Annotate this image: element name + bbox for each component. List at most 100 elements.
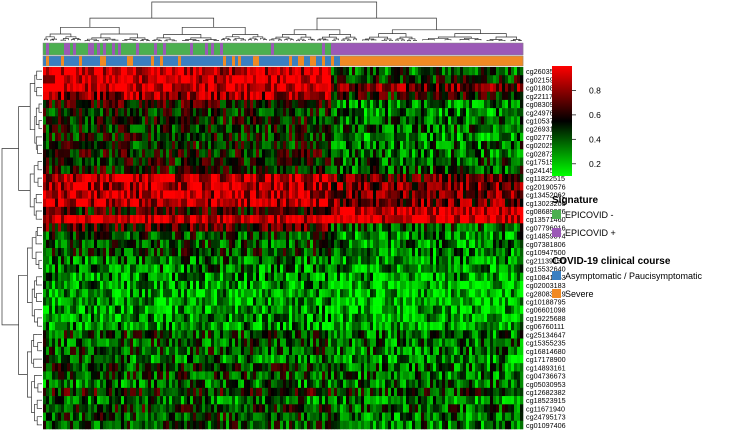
heatmap-cell [268, 108, 272, 117]
heatmap-cell [247, 83, 251, 92]
heatmap-cell [124, 231, 128, 241]
heatmap-cell [463, 141, 467, 150]
heatmap-cell [199, 141, 203, 150]
heatmap-cell [496, 141, 500, 150]
heatmap-cell [493, 132, 497, 142]
heatmap-cell [307, 223, 311, 232]
heatmap-cell [373, 99, 377, 109]
heatmap-cell [169, 67, 173, 76]
heatmap-cell [61, 173, 65, 183]
heatmap-cell [226, 124, 230, 134]
dendrogram-branch [34, 375, 38, 389]
heatmap-cell [94, 239, 98, 249]
heatmap-cell [427, 91, 431, 101]
heatmap-cell [334, 67, 338, 76]
heatmap-cell [175, 256, 179, 265]
heatmap-cell [322, 215, 326, 224]
heatmap-cell [490, 157, 494, 167]
course-annotation-cell [454, 56, 458, 66]
heatmap-cell [142, 108, 146, 117]
heatmap-cell [316, 165, 320, 175]
signature-annotation-cell [196, 43, 200, 55]
heatmap-cell [148, 248, 152, 257]
heatmap-cell [130, 182, 134, 191]
heatmap-cell [448, 75, 452, 84]
signature-annotation-cell [241, 43, 245, 55]
heatmap-cell [151, 157, 155, 167]
heatmap-cell [220, 91, 224, 101]
heatmap-cell [274, 116, 278, 125]
course-annotation-cell [379, 56, 383, 66]
heatmap-cell [283, 116, 287, 125]
heatmap-cell [178, 83, 182, 92]
heatmap-cell [451, 165, 455, 175]
heatmap-cell [454, 67, 458, 76]
heatmap-cell [304, 190, 308, 199]
heatmap-cell [379, 182, 383, 191]
heatmap-cell [451, 173, 455, 183]
heatmap-cell [472, 91, 476, 101]
heatmap-cell [145, 223, 149, 232]
heatmap-cell [268, 149, 272, 158]
heatmap-cell [100, 165, 104, 175]
heatmap-cell [397, 173, 401, 183]
heatmap-cell [427, 280, 431, 290]
heatmap-cell [229, 223, 233, 232]
heatmap-cell [118, 289, 122, 298]
heatmap-cell [82, 124, 86, 134]
heatmap-cell [118, 132, 122, 142]
heatmap-cell [268, 132, 272, 142]
heatmap-cell [466, 157, 470, 167]
heatmap-cell [322, 124, 326, 134]
heatmap-cell [289, 239, 293, 249]
heatmap-cell [286, 280, 290, 290]
heatmap-cell [91, 215, 95, 224]
heatmap-cell [445, 149, 449, 158]
heatmap-cell [148, 272, 152, 282]
heatmap-cell [397, 165, 401, 175]
heatmap-cell [439, 272, 443, 282]
heatmap-cell [187, 182, 191, 191]
heatmap-cell [475, 198, 479, 208]
heatmap-cell [391, 108, 395, 117]
heatmap-cell [46, 248, 50, 257]
heatmap-cell [283, 67, 287, 76]
heatmap-cell [307, 289, 311, 298]
heatmap-cell [61, 182, 65, 191]
heatmap-cell [133, 272, 137, 282]
heatmap-cell [361, 198, 365, 208]
heatmap-cell [214, 99, 218, 109]
heatmap-cell [235, 149, 239, 158]
heatmap-cell [304, 272, 308, 282]
heatmap-cell [487, 173, 491, 183]
heatmap-cell [463, 157, 467, 167]
dendrogram-branch [278, 39, 282, 41]
heatmap-cell [61, 165, 65, 175]
heatmap-cell [475, 91, 479, 101]
heatmap-cell [283, 91, 287, 101]
heatmap-cell [478, 108, 482, 117]
heatmap-cell [163, 182, 167, 191]
heatmap-cell [304, 239, 308, 249]
signature-annotation-cell [124, 43, 128, 55]
heatmap-cell [415, 83, 419, 92]
heatmap-cell [157, 116, 161, 125]
heatmap-cell [301, 149, 305, 158]
heatmap-cell [313, 289, 317, 298]
heatmap-cell [391, 83, 395, 92]
heatmap-cell [433, 132, 437, 142]
heatmap-cell [472, 173, 476, 183]
heatmap-cell [229, 206, 233, 216]
heatmap-cell [250, 67, 254, 76]
signature-annotation-cell [361, 43, 365, 55]
heatmap-cell [286, 223, 290, 232]
heatmap-cell [229, 198, 233, 208]
heatmap-cell [262, 289, 266, 298]
heatmap-cell [439, 256, 443, 265]
heatmap-cell [208, 264, 212, 273]
heatmap-cell [409, 132, 413, 142]
heatmap-cell [358, 75, 362, 84]
heatmap-cell [262, 231, 266, 241]
heatmap-cell [220, 231, 224, 241]
heatmap-cell [112, 116, 116, 125]
